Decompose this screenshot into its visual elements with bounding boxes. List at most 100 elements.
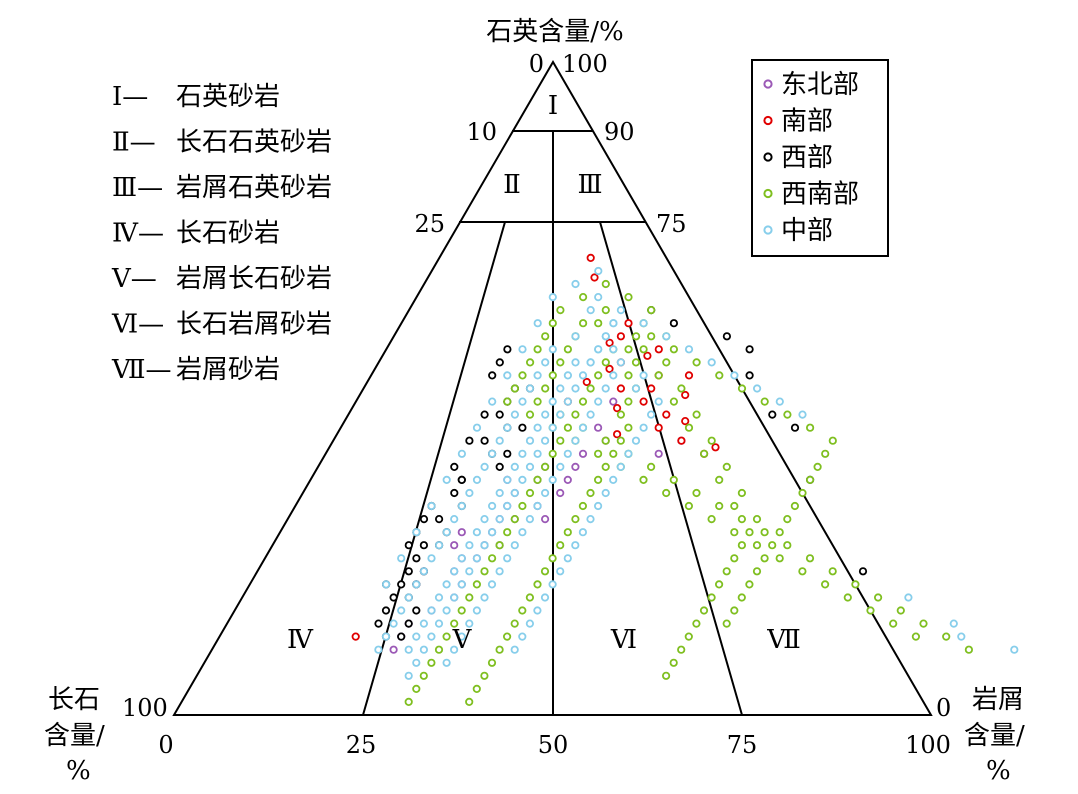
data-point-南部-25 xyxy=(684,371,694,380)
legend-marker-西部 xyxy=(763,152,773,162)
data-point-西南部-94 xyxy=(737,488,747,498)
data-point-中部-10 xyxy=(556,462,565,471)
zone-key-name-VII: 岩屑砂岩 xyxy=(176,355,280,385)
data-point-中部-125 xyxy=(752,384,762,393)
data-point-中部-93 xyxy=(556,567,565,576)
data-point-中部-153 xyxy=(594,345,603,354)
lithic-axis-label-line3: % xyxy=(986,756,1011,786)
data-point-西南部-38 xyxy=(662,488,671,498)
data-point-西南部-127 xyxy=(472,580,481,589)
data-point-中部-33 xyxy=(495,436,504,445)
data-point-西南部-6 xyxy=(760,397,769,406)
data-point-中部-84 xyxy=(624,449,633,458)
data-point-西南部-161 xyxy=(495,645,504,654)
data-point-中部-72 xyxy=(404,645,413,654)
data-point-西南部-74 xyxy=(896,606,905,615)
zone-key-symbol-V: Ⅴ— xyxy=(111,264,157,294)
data-point-西南部-148 xyxy=(593,475,603,484)
data-point-西南部-138 xyxy=(624,345,633,354)
data-point-西部-45 xyxy=(858,567,868,576)
data-point-中部-7 xyxy=(578,423,588,432)
data-point-西南部-144 xyxy=(624,423,633,432)
data-point-南部-13 xyxy=(605,364,614,373)
bottom-tick-100: 100 xyxy=(905,731,951,759)
data-point-西南部-61 xyxy=(601,436,610,445)
data-point-西南部-14 xyxy=(790,501,800,511)
data-point-中部-119 xyxy=(616,305,626,315)
data-point-南部-6 xyxy=(639,397,648,406)
data-point-西南部-142 xyxy=(624,397,633,406)
data-point-中部-101 xyxy=(1010,645,1019,654)
data-point-西部-6 xyxy=(495,462,504,471)
zone-key-name-III: 岩屑石英砂岩 xyxy=(176,173,332,203)
data-point-西南部-68 xyxy=(760,528,769,537)
data-point-中部-124 xyxy=(730,371,739,380)
data-point-西部-15 xyxy=(412,606,421,615)
data-point-中部-86 xyxy=(609,475,618,484)
zone-key-symbol-VI: Ⅵ— xyxy=(111,310,164,340)
data-point-西南部-66 xyxy=(715,501,724,511)
data-point-西南部-29 xyxy=(518,371,527,380)
data-point-西南部-121 xyxy=(518,501,527,511)
data-point-西部-42 xyxy=(745,371,754,380)
data-point-西部-17 xyxy=(397,632,406,641)
data-point-西南部-32 xyxy=(525,410,535,419)
data-point-西南部-49 xyxy=(911,632,921,641)
data-point-西部-4 xyxy=(480,436,489,445)
data-point-南部-16 xyxy=(681,416,690,426)
data-point-西南部-97 xyxy=(745,528,754,537)
data-point-中部-28 xyxy=(533,371,542,380)
data-point-南部-11 xyxy=(677,436,686,445)
data-point-西南部-120 xyxy=(525,488,535,498)
data-point-西南部-114 xyxy=(571,410,580,419)
data-point-西南部-15 xyxy=(783,514,792,524)
data-point-中部-58 xyxy=(510,462,519,471)
zone-label-VII: Ⅶ xyxy=(766,625,801,655)
data-point-西部-16 xyxy=(404,619,413,628)
legend-box xyxy=(751,59,889,257)
data-point-中部-54 xyxy=(541,410,550,419)
data-point-西部-37 xyxy=(669,319,679,328)
data-point-西南部-1 xyxy=(631,332,641,341)
data-point-中部-152 xyxy=(586,358,595,367)
zone-key-name-IV: 长石砂岩 xyxy=(176,219,280,249)
data-point-中部-113 xyxy=(518,345,527,354)
data-point-中部-85 xyxy=(616,462,625,471)
data-point-西南部-147 xyxy=(601,462,610,471)
data-point-中部-133 xyxy=(442,606,451,615)
data-point-中部-69 xyxy=(427,606,436,615)
data-point-西南部-47 xyxy=(866,606,875,615)
data-point-西南部-123 xyxy=(503,528,512,537)
data-point-中部-90 xyxy=(578,528,588,537)
data-point-西南部-163 xyxy=(480,671,489,680)
data-point-中部-44 xyxy=(412,580,421,589)
data-point-东北部-27 xyxy=(593,423,603,432)
data-point-西南部-146 xyxy=(609,449,618,458)
legend-marker-中部 xyxy=(763,225,773,235)
data-point-西南部-116 xyxy=(556,436,565,445)
data-point-中部-50 xyxy=(571,358,580,367)
data-point-西南部-26 xyxy=(541,332,550,341)
data-point-中部-123 xyxy=(707,358,716,367)
data-point-东北部-31 xyxy=(571,462,580,471)
data-point-南部-2 xyxy=(616,332,626,341)
data-point-中部-31 xyxy=(510,410,520,419)
feldspar-axis-label-line3: % xyxy=(66,756,91,786)
data-point-西部-49 xyxy=(404,541,413,550)
data-point-中部-18 xyxy=(495,567,504,576)
data-point-西南部-92 xyxy=(722,462,731,471)
data-point-西南部-137 xyxy=(647,332,656,341)
data-point-南部-5 xyxy=(616,384,626,393)
data-point-西南部-165 xyxy=(465,697,474,707)
data-point-西南部-156 xyxy=(533,580,542,589)
data-point-中部-76 xyxy=(609,345,618,354)
data-point-中部-27 xyxy=(541,358,550,367)
data-point-西南部-100 xyxy=(722,567,731,576)
data-point-中部-5 xyxy=(594,397,603,406)
data-point-中部-135 xyxy=(457,580,466,589)
data-point-中部-42 xyxy=(427,554,436,563)
data-point-中部-79 xyxy=(631,384,641,393)
data-point-西部-26 xyxy=(381,606,391,615)
data-point-西南部-83 xyxy=(639,345,648,354)
